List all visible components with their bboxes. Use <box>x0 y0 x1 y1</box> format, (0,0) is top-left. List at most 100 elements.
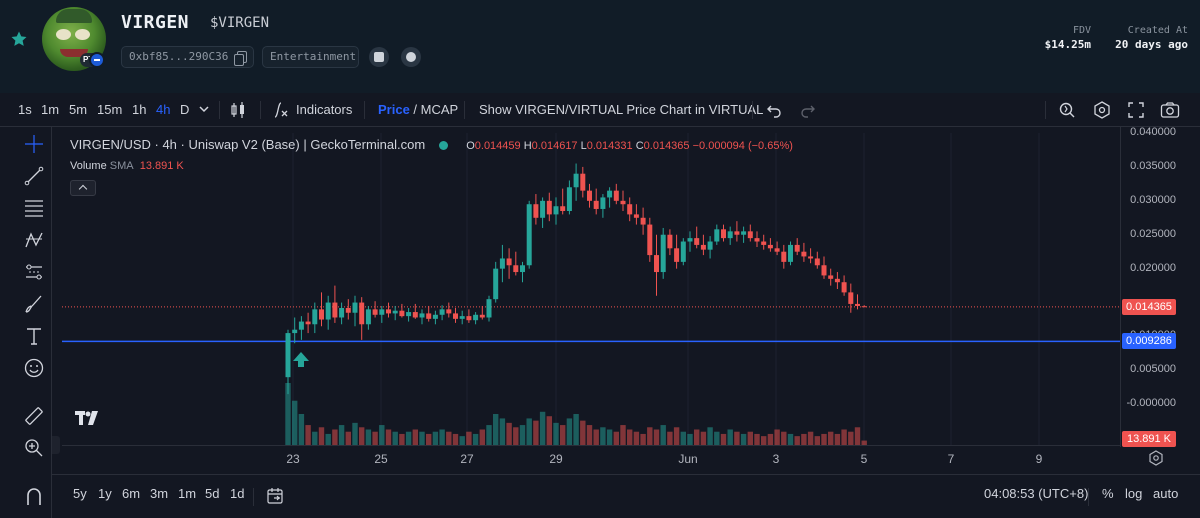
ruler-icon[interactable] <box>23 405 45 427</box>
candle <box>439 309 445 315</box>
trend-line-icon[interactable] <box>23 165 45 187</box>
chevron-down-icon[interactable] <box>198 103 210 115</box>
percent-toggle[interactable]: % <box>1102 486 1114 501</box>
tradingview-logo[interactable] <box>75 409 101 427</box>
volume-bar <box>405 431 412 445</box>
indicators-button[interactable]: Indicators <box>296 102 353 117</box>
range-3m[interactable]: 3m <box>150 486 169 501</box>
axis-settings-icon[interactable] <box>1148 450 1164 466</box>
interval-4h[interactable]: 4h <box>156 102 171 117</box>
volume-bar <box>700 431 707 445</box>
interval-d[interactable]: D <box>180 102 190 117</box>
range-6m[interactable]: 6m <box>122 486 141 501</box>
candle <box>680 241 686 262</box>
show-virtual-chart-button[interactable]: Show VIRGEN/VIRTUAL Price Chart in VIRTU… <box>479 102 764 117</box>
range-1d[interactable]: 1d <box>230 486 245 501</box>
emoji-icon[interactable] <box>23 357 45 379</box>
redo-icon[interactable] <box>799 101 817 119</box>
candle <box>446 309 452 314</box>
screenshot-camera-icon[interactable] <box>1160 101 1180 119</box>
range-1y[interactable]: 1y <box>98 486 112 501</box>
interval-1s[interactable]: 1s <box>18 102 32 117</box>
volume-bar <box>754 433 760 445</box>
prediction-icon[interactable] <box>23 261 45 283</box>
collapse-legend-button[interactable] <box>70 180 96 196</box>
contract-address[interactable]: 0xbf85...290C36 <box>121 46 254 68</box>
log-toggle[interactable]: log <box>1125 486 1143 501</box>
candle <box>399 310 405 317</box>
price-axis-label: 0.025000 <box>1130 227 1176 240</box>
candle <box>473 314 479 321</box>
interval-1m[interactable]: 1m <box>41 102 60 117</box>
star-icon[interactable] <box>10 30 28 48</box>
volume-bar <box>714 431 720 445</box>
candle <box>647 224 653 256</box>
candle <box>459 316 465 319</box>
volume-bar <box>285 383 291 445</box>
sidebar-toggle[interactable] <box>52 436 60 454</box>
social-link-icon[interactable] <box>369 47 389 67</box>
time-axis[interactable]: 23 25 27 29 Jun 3 5 7 9 <box>62 445 1120 467</box>
volume-legend[interactable]: Volume SMA 13.891 K <box>70 160 184 172</box>
candle-type-icon[interactable] <box>229 101 247 119</box>
current-time[interactable]: 04:08:53 (UTC+8) <box>984 486 1089 501</box>
price-axis[interactable]: 0.040000 0.035000 0.030000 0.025000 0.020000… <box>1120 126 1200 447</box>
copy-icon[interactable] <box>234 51 247 66</box>
price-option[interactable]: Price <box>378 102 410 117</box>
interval-1h[interactable]: 1h <box>132 102 147 117</box>
volume-bar <box>479 429 485 445</box>
candle <box>828 275 834 279</box>
price-mcap-toggle[interactable]: Price / MCAP <box>378 102 458 117</box>
candle <box>707 241 713 250</box>
category-chip[interactable]: Entertainment <box>262 46 359 68</box>
zoom-in-icon[interactable] <box>23 437 45 459</box>
range-5d[interactable]: 5d <box>205 486 220 501</box>
contract-address-text: 0xbf85...290C36 <box>129 50 229 63</box>
indicators-icon[interactable] <box>272 101 290 119</box>
volume-price-tag: 13.891 K <box>1122 431 1176 447</box>
price-axis-label: 0.035000 <box>1130 159 1176 172</box>
volume-bar <box>345 431 351 445</box>
text-tool-icon[interactable] <box>23 325 45 347</box>
chart-toolbar: 1s 1m 5m 15m 1h 4h D Indicators Price / … <box>0 93 1200 127</box>
pattern-icon[interactable] <box>23 229 45 251</box>
volume-bar <box>426 433 432 445</box>
fullscreen-icon[interactable] <box>1127 101 1145 119</box>
candle <box>479 314 485 318</box>
candle <box>426 313 432 319</box>
candle <box>386 309 391 314</box>
price-chart-plot[interactable] <box>62 133 1120 445</box>
candle <box>506 258 512 266</box>
time-axis-label: 25 <box>374 452 388 466</box>
interval-15m[interactable]: 15m <box>97 102 123 117</box>
volume-bar <box>372 431 378 445</box>
candle <box>325 302 331 320</box>
candle <box>339 307 345 318</box>
interval-5m[interactable]: 5m <box>69 102 88 117</box>
fdv-label: FDV <box>1072 25 1091 36</box>
go-to-date-icon[interactable] <box>266 487 284 505</box>
volume-bar <box>620 425 626 445</box>
volume-bar <box>667 431 673 445</box>
candle <box>855 303 860 306</box>
mcap-option[interactable]: MCAP <box>420 102 459 117</box>
candle <box>613 190 619 201</box>
crosshair-icon[interactable] <box>23 133 45 155</box>
website-link-icon[interactable] <box>401 47 421 67</box>
range-5y[interactable]: 5y <box>73 486 87 501</box>
auto-toggle[interactable]: auto <box>1153 486 1179 501</box>
undo-icon[interactable] <box>765 101 783 119</box>
magnet-icon[interactable] <box>23 485 45 507</box>
volume-bar <box>539 411 546 445</box>
pair-title[interactable]: VIRGEN/USD · 4h · Uniswap V2 (Base) | Ge… <box>70 137 426 152</box>
candle <box>841 282 847 293</box>
volume-bar <box>359 427 365 445</box>
range-1m[interactable]: 1m <box>178 486 197 501</box>
fib-retracement-icon[interactable] <box>23 197 45 219</box>
candle <box>633 214 639 218</box>
brush-icon[interactable] <box>23 293 45 315</box>
settings-gear-icon[interactable] <box>1093 101 1111 119</box>
volume-bar <box>312 431 318 445</box>
candle <box>861 306 867 308</box>
quick-search-icon[interactable] <box>1058 101 1076 119</box>
